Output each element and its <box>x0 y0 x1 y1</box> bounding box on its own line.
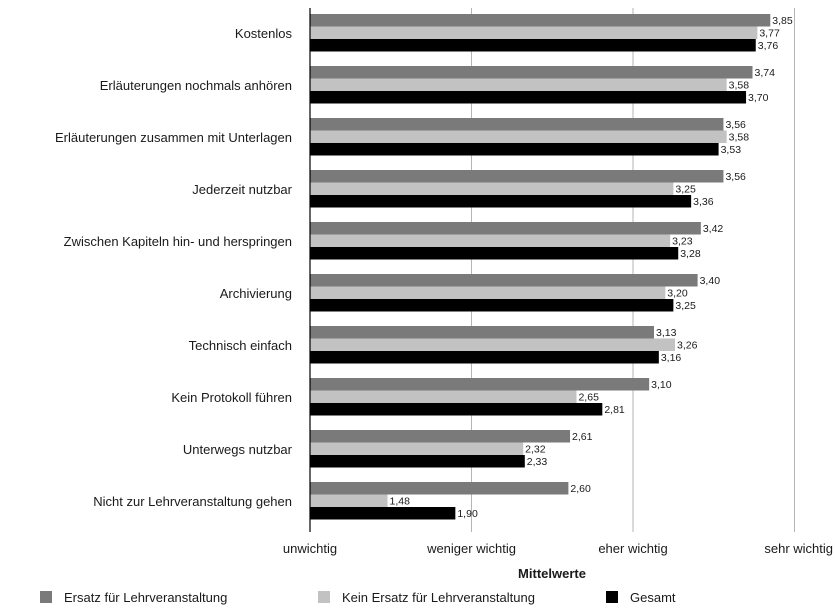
category-label: Nicht zur Lehrveranstaltung gehen <box>93 494 292 509</box>
value-label: 3,23 <box>672 236 693 248</box>
value-label: 2,61 <box>572 431 593 443</box>
legend-label: Kein Ersatz für Lehrveranstaltung <box>342 590 535 605</box>
bar <box>310 26 758 39</box>
value-label: 3,53 <box>721 144 742 156</box>
bar <box>310 494 388 507</box>
legend-swatch <box>40 591 52 603</box>
value-label: 3,58 <box>729 80 750 92</box>
value-label: 3,77 <box>759 28 780 40</box>
value-label: 2,60 <box>570 483 591 495</box>
value-label: 3,13 <box>656 327 677 339</box>
value-label: 3,40 <box>700 275 721 287</box>
value-label: 3,76 <box>758 40 779 52</box>
bar <box>310 66 753 79</box>
bar <box>310 390 577 403</box>
value-label: 2,32 <box>525 444 546 456</box>
bar <box>310 286 666 299</box>
value-label: 3,58 <box>729 132 750 144</box>
value-labels: 3,853,773,763,743,583,703,563,583,533,56… <box>390 15 793 520</box>
bars <box>310 14 771 520</box>
category-label: Unterwegs nutzbar <box>183 442 293 457</box>
bar <box>310 118 724 131</box>
bar <box>310 247 679 260</box>
value-label: 3,56 <box>725 119 746 131</box>
bar <box>310 378 650 391</box>
value-label: 2,81 <box>604 404 625 416</box>
category-label: Technisch einfach <box>189 338 292 353</box>
bar <box>310 326 654 339</box>
bar <box>310 507 456 520</box>
bar <box>310 170 724 183</box>
value-label: 3,26 <box>677 340 698 352</box>
legend-swatch <box>318 591 330 603</box>
category-label: Kein Protokoll führen <box>171 390 292 405</box>
value-label: 3,85 <box>772 15 793 27</box>
bar <box>310 338 675 351</box>
bar <box>310 430 571 443</box>
value-label: 3,42 <box>703 223 724 235</box>
bar <box>310 234 671 247</box>
value-label: 3,16 <box>661 352 682 364</box>
x-tick-label: eher wichtig <box>598 541 667 556</box>
legend: Ersatz für Lehrveranstaltung Kein Ersatz … <box>40 590 676 605</box>
value-label: 3,25 <box>675 300 696 312</box>
value-label: 3,25 <box>675 184 696 196</box>
category-label: Erläuterungen zusammen mit Unterlagen <box>55 130 292 145</box>
x-tick-labels: unwichtig weniger wichtig eher wichtig sehr… <box>283 541 833 556</box>
value-label: 1,48 <box>390 496 411 508</box>
value-label: 2,65 <box>578 392 599 404</box>
category-label: Jederzeit nutzbar <box>192 182 292 197</box>
value-label: 3,28 <box>680 248 701 260</box>
value-label: 3,74 <box>755 67 776 79</box>
bar <box>310 222 701 235</box>
value-label: 2,33 <box>527 456 548 468</box>
value-label: 1,90 <box>457 508 478 520</box>
category-label: Archivierung <box>220 286 292 301</box>
legend-label: Gesamt <box>630 590 676 605</box>
bar <box>310 299 674 312</box>
bar <box>310 143 719 156</box>
value-label: 3,36 <box>693 196 714 208</box>
bar <box>310 442 524 455</box>
category-label: Zwischen Kapiteln hin- und herspringen <box>64 234 292 249</box>
value-label: 3,70 <box>748 92 769 104</box>
category-label: Kostenlos <box>235 26 293 41</box>
bar <box>310 482 569 495</box>
bar <box>310 91 747 104</box>
bar <box>310 274 698 287</box>
legend-swatch <box>606 591 618 603</box>
category-label: Erläuterungen nochmals anhören <box>100 78 292 93</box>
x-tick-label: sehr wichtig <box>764 541 833 556</box>
bar <box>310 455 525 468</box>
x-tick-label: weniger wichtig <box>426 541 516 556</box>
bar <box>310 195 692 208</box>
legend-label: Ersatz für Lehrveranstaltung <box>64 590 227 605</box>
value-label: 3,10 <box>651 379 672 391</box>
value-label: 3,56 <box>725 171 746 183</box>
bar <box>310 39 756 52</box>
bar <box>310 403 603 416</box>
x-axis-title: Mittelwerte <box>518 566 586 581</box>
x-tick-label: unwichtig <box>283 541 337 556</box>
value-label: 3,20 <box>667 288 688 300</box>
bar <box>310 78 727 91</box>
bar <box>310 14 771 27</box>
bar <box>310 182 674 195</box>
bar <box>310 130 727 143</box>
bar <box>310 351 659 364</box>
category-labels: Kostenlos Erläuterungen nochmals anhören E… <box>55 26 293 509</box>
